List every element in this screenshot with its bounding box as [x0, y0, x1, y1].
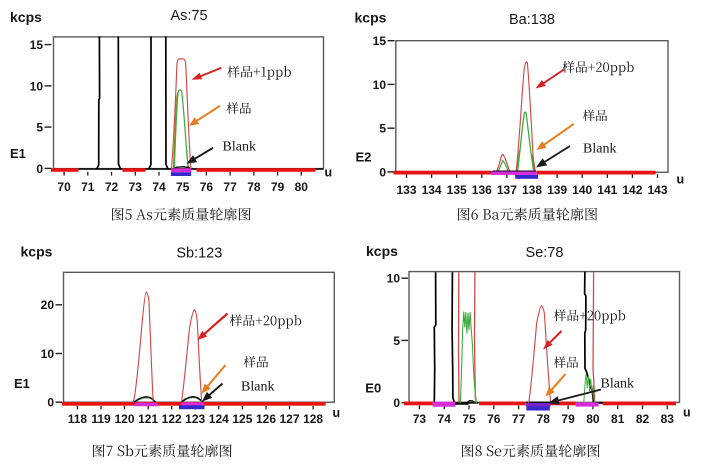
svg-text:Se:78: Se:78	[526, 245, 564, 261]
svg-text:83: 83	[661, 412, 675, 426]
svg-text:127: 127	[279, 412, 299, 426]
svg-text:79: 79	[271, 180, 285, 194]
svg-text:0: 0	[36, 162, 43, 176]
svg-text:E1: E1	[14, 376, 30, 391]
svg-text:Blank: Blank	[601, 377, 634, 392]
svg-text:82: 82	[636, 412, 650, 426]
svg-text:kcps: kcps	[21, 244, 53, 260]
svg-text:10: 10	[373, 78, 387, 92]
svg-text:79: 79	[561, 412, 575, 426]
svg-text:75: 75	[176, 180, 190, 194]
svg-text:u: u	[683, 406, 691, 420]
svg-text:77: 77	[512, 412, 526, 426]
svg-text:76: 76	[200, 180, 214, 194]
svg-text:124: 124	[209, 412, 229, 426]
svg-text:80: 80	[586, 412, 600, 426]
svg-text:76: 76	[487, 412, 501, 426]
svg-text:kcps: kcps	[355, 10, 387, 26]
svg-text:134: 134	[422, 183, 442, 197]
svg-text:123: 123	[185, 412, 205, 426]
svg-text:kcps: kcps	[10, 9, 42, 25]
svg-text:78: 78	[537, 412, 551, 426]
svg-text:10: 10	[30, 79, 44, 93]
svg-text:121: 121	[138, 412, 158, 426]
svg-text:15: 15	[30, 38, 44, 52]
svg-text:73: 73	[129, 180, 143, 194]
svg-text:20: 20	[41, 298, 55, 312]
svg-text:140: 140	[572, 183, 592, 197]
svg-text:As:75: As:75	[170, 8, 207, 24]
svg-text:E2: E2	[356, 150, 372, 165]
svg-text:0: 0	[393, 396, 400, 410]
svg-text:kcps: kcps	[366, 243, 398, 259]
svg-text:138: 138	[522, 183, 542, 197]
svg-text:5: 5	[393, 334, 400, 348]
svg-text:Sb:123: Sb:123	[176, 245, 222, 261]
svg-text:Blank: Blank	[583, 141, 616, 156]
svg-text:73: 73	[413, 412, 427, 426]
svg-text:72: 72	[105, 180, 119, 194]
svg-text:10: 10	[387, 272, 401, 286]
svg-text:133: 133	[396, 183, 416, 197]
svg-text:128: 128	[303, 412, 323, 426]
svg-text:0: 0	[379, 165, 386, 179]
svg-text:143: 143	[647, 183, 667, 197]
svg-text:5: 5	[36, 121, 43, 135]
svg-text:Blank: Blank	[223, 139, 256, 154]
svg-text:119: 119	[91, 412, 111, 426]
svg-text:u: u	[333, 406, 341, 420]
svg-text:77: 77	[223, 180, 237, 194]
svg-text:74: 74	[438, 412, 452, 426]
svg-text:u: u	[677, 173, 685, 187]
svg-text:78: 78	[247, 180, 261, 194]
svg-text:126: 126	[256, 412, 276, 426]
svg-text:E0: E0	[365, 380, 381, 395]
svg-text:E1: E1	[10, 146, 26, 161]
svg-text:120: 120	[114, 412, 134, 426]
svg-text:0: 0	[47, 396, 54, 410]
svg-text:137: 137	[497, 183, 517, 197]
svg-text:10: 10	[41, 347, 55, 361]
svg-text:Blank: Blank	[241, 379, 274, 394]
svg-text:u: u	[325, 166, 333, 180]
svg-text:15: 15	[373, 34, 387, 48]
svg-text:75: 75	[462, 412, 476, 426]
svg-text:5: 5	[379, 122, 386, 136]
svg-text:139: 139	[547, 183, 567, 197]
svg-text:122: 122	[162, 412, 182, 426]
svg-text:125: 125	[232, 412, 252, 426]
svg-text:70: 70	[57, 180, 71, 194]
svg-text:135: 135	[447, 183, 467, 197]
svg-text:71: 71	[81, 180, 95, 194]
svg-text:141: 141	[597, 183, 617, 197]
svg-text:Ba:138: Ba:138	[509, 12, 555, 28]
svg-text:81: 81	[611, 412, 625, 426]
svg-text:142: 142	[622, 183, 642, 197]
svg-text:118: 118	[68, 412, 88, 426]
svg-text:74: 74	[152, 180, 166, 194]
svg-text:80: 80	[295, 180, 309, 194]
svg-text:136: 136	[472, 183, 492, 197]
